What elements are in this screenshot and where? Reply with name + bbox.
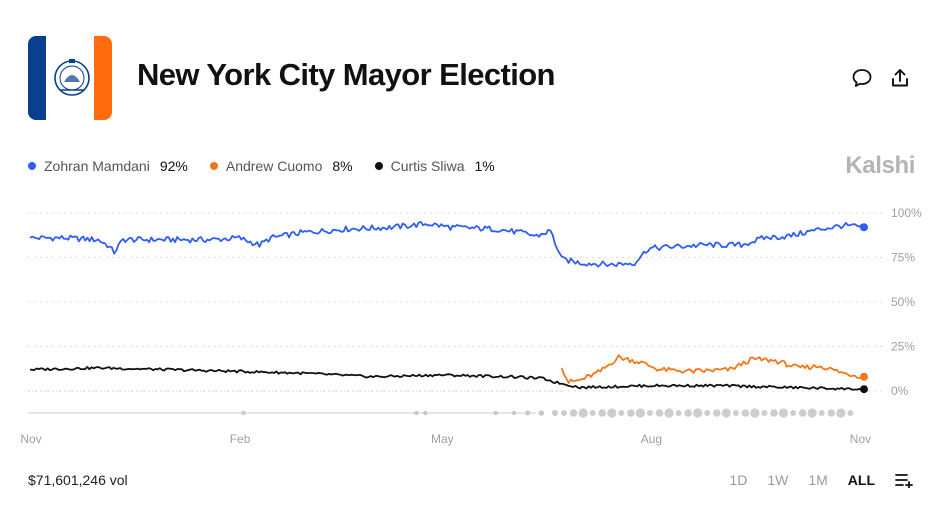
price-chart[interactable]: 100% 75% 50% 25% 0% Nov Feb May Aug Nov	[0, 195, 931, 455]
timeline-event-dot	[798, 409, 807, 417]
timeline-event-dot	[414, 410, 419, 416]
y-tick-label: 25%	[891, 340, 915, 354]
series-end-point-andrew-cuomo	[860, 372, 868, 381]
timeline-event-dot	[818, 410, 825, 416]
kalshi-brand-logo: Kalshi	[845, 152, 915, 179]
timeline-event-dot	[627, 409, 635, 417]
legend-value: 92%	[159, 158, 188, 174]
legend-item-cuomo: Andrew Cuomo 8%	[209, 158, 353, 174]
legend: Zohran Mamdani 92% Andrew Cuomo 8% Curti…	[28, 158, 495, 174]
series-end-point-curtis-sliwa	[860, 385, 868, 394]
legend-value: 8%	[332, 158, 353, 174]
timeline-event-dot	[836, 408, 846, 418]
timeline-event-dot	[770, 409, 778, 417]
timeline-event-dot	[827, 409, 836, 417]
y-tick-label: 0%	[891, 384, 909, 398]
x-tick-label: Nov	[850, 432, 871, 446]
range-1d-button[interactable]: 1D	[729, 472, 748, 488]
legend-label: Andrew Cuomo	[225, 158, 323, 174]
legend-dot-mamdani	[28, 162, 36, 170]
timeline-event-dot	[578, 408, 588, 418]
timeline-event-dot	[684, 409, 692, 417]
timeline-event-dot	[551, 410, 558, 416]
flag-white-stripe	[46, 36, 94, 120]
timeline-event-dot	[741, 409, 750, 417]
timeline-event-dot	[778, 408, 789, 418]
series-end-point-zohran-mamdani	[860, 223, 868, 232]
legend-value: 1%	[474, 158, 495, 174]
x-tick-label: Nov	[20, 432, 41, 446]
comment-icon[interactable]	[850, 66, 874, 90]
timeline-event-dot	[618, 410, 625, 416]
timeline-event-dot	[750, 408, 760, 418]
range-1w-button[interactable]: 1W	[767, 472, 789, 488]
timeline-event-dot	[511, 410, 517, 416]
range-selector: 1D 1W 1M ALL	[729, 472, 915, 488]
timeline-event-dot	[704, 410, 711, 416]
flag-orange-stripe	[94, 36, 112, 120]
series-line-andrew-cuomo	[560, 354, 865, 384]
y-tick-label: 75%	[891, 251, 915, 265]
range-1m-button[interactable]: 1M	[808, 472, 828, 488]
timeline-event-dot	[538, 410, 545, 416]
timeline-event-dot	[589, 410, 596, 416]
timeline-event-dot	[598, 409, 607, 417]
legend-label: Zohran Mamdani	[44, 158, 150, 174]
timeline-event-dot	[635, 408, 645, 418]
timeline-event-dot	[761, 410, 768, 416]
nyc-flag-logo	[28, 36, 112, 120]
list-plus-icon[interactable]	[895, 472, 915, 488]
page-title: New York City Mayor Election	[137, 57, 556, 92]
timeline-event-dot	[807, 408, 817, 418]
series-line-curtis-sliwa	[29, 366, 865, 391]
series-line-zohran-mamdani	[29, 221, 865, 268]
timeline-event-dot	[525, 410, 531, 416]
flag-blue-stripe	[28, 36, 46, 120]
timeline-event-dot	[664, 408, 674, 418]
legend-item-mamdani: Zohran Mamdani 92%	[28, 158, 188, 174]
x-tick-label: Aug	[641, 432, 662, 446]
timeline-event-dot	[712, 409, 721, 417]
timeline-event-dot	[732, 410, 739, 416]
legend-dot-sliwa	[374, 162, 383, 170]
timeline-event-dot	[569, 409, 578, 417]
timeline-event-dot	[675, 410, 682, 416]
legend-item-sliwa: Curtis Sliwa 1%	[374, 158, 495, 174]
timeline-event-dot	[721, 408, 731, 418]
share-icon[interactable]	[888, 66, 912, 90]
nyc-seal-icon	[54, 59, 90, 96]
timeline-event-dot	[790, 410, 797, 416]
timeline-event-dot	[241, 410, 246, 416]
timeline-event-dot	[646, 410, 653, 416]
volume-label: $71,601,246 vol	[28, 472, 128, 488]
timeline-event-dot	[607, 408, 617, 418]
timeline-event-dot	[561, 410, 568, 416]
timeline-event-dot	[847, 410, 854, 416]
x-tick-label: Feb	[230, 432, 251, 446]
timeline-event-dot	[655, 409, 664, 417]
y-tick-label: 100%	[891, 206, 922, 220]
range-all-button[interactable]: ALL	[847, 472, 875, 488]
x-tick-label: May	[431, 432, 454, 446]
y-tick-label: 50%	[891, 295, 915, 309]
timeline-event-dot	[693, 408, 703, 418]
timeline-event-dot	[423, 410, 428, 416]
legend-label: Curtis Sliwa	[390, 158, 465, 174]
timeline-event-dot	[493, 410, 499, 416]
legend-dot-cuomo	[209, 162, 218, 170]
